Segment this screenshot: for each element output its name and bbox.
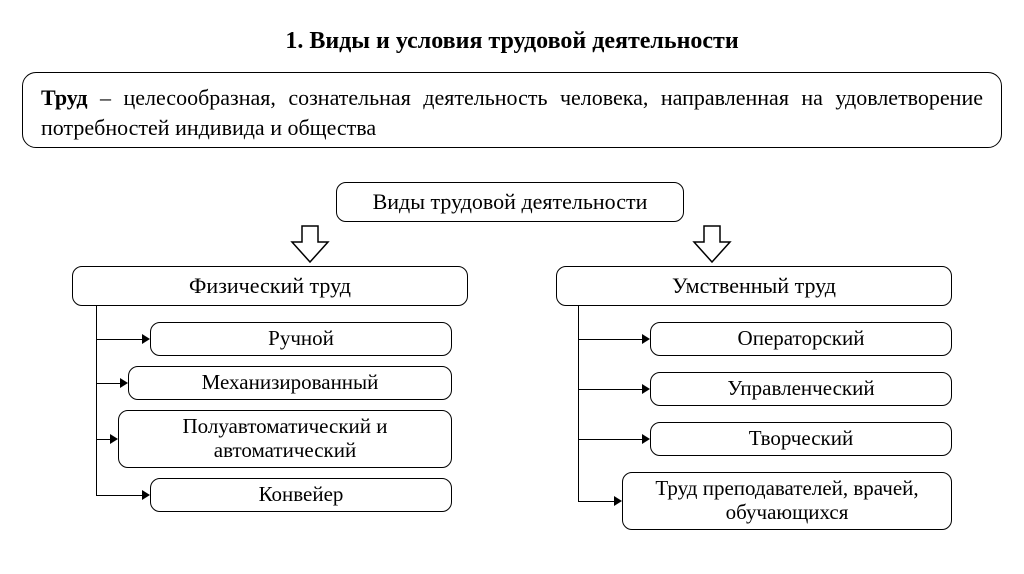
definition-box: Труд – целесообразная, сознательная деят… — [22, 72, 1002, 148]
branch-1-item-0: Операторский — [650, 322, 952, 356]
branch-0-item-2: Полуавтоматический и автоматический — [118, 410, 452, 468]
connector-horizontal — [578, 501, 616, 502]
branch-0: Физический труд — [72, 266, 468, 306]
block-arrow-icon — [290, 224, 330, 264]
arrow-head-icon — [642, 434, 650, 444]
definition-body: – целесообразная, сознательная деятельно… — [41, 85, 983, 140]
branch-1-item-3-label: Труд преподавателей, врачей, обучающихся — [629, 477, 945, 524]
arrow-head-icon — [120, 378, 128, 388]
connector-horizontal — [578, 339, 644, 340]
connector-vertical — [96, 306, 97, 496]
arrow-head-icon — [142, 334, 150, 344]
arrow-head-icon — [614, 496, 622, 506]
connector-horizontal — [578, 439, 644, 440]
branch-1-item-0-label: Операторский — [738, 327, 865, 351]
branch-1-label: Умственный труд — [672, 273, 836, 298]
branch-1: Умственный труд — [556, 266, 952, 306]
connector-horizontal — [578, 389, 644, 390]
root-node: Виды трудовой деятельности — [336, 182, 684, 222]
branch-1-item-2-label: Творческий — [749, 427, 853, 451]
branch-0-label: Физический труд — [189, 273, 351, 298]
branch-0-item-1-label: Механизированный — [202, 371, 379, 395]
branch-0-item-1: Механизированный — [128, 366, 452, 400]
block-arrow-icon — [692, 224, 732, 264]
arrow-head-icon — [110, 434, 118, 444]
branch-1-item-1: Управленческий — [650, 372, 952, 406]
connector-horizontal — [96, 495, 144, 496]
branch-1-item-3: Труд преподавателей, врачей, обучающихся — [622, 472, 952, 530]
connector-horizontal — [96, 383, 122, 384]
branch-0-item-2-label: Полуавтоматический и автоматический — [125, 415, 445, 462]
arrow-head-icon — [142, 490, 150, 500]
arrow-head-icon — [642, 334, 650, 344]
definition-term: Труд — [41, 85, 88, 110]
branch-0-item-3-label: Конвейер — [259, 483, 344, 507]
branch-0-item-3: Конвейер — [150, 478, 452, 512]
branch-1-item-2: Творческий — [650, 422, 952, 456]
branch-0-item-0-label: Ручной — [268, 327, 334, 351]
connector-horizontal — [96, 339, 144, 340]
page-title: 1. Виды и условия трудовой деятельности — [0, 28, 1024, 55]
branch-0-item-0: Ручной — [150, 322, 452, 356]
arrow-head-icon — [642, 384, 650, 394]
branch-1-item-1-label: Управленческий — [727, 377, 874, 401]
connector-vertical — [578, 306, 579, 502]
root-label: Виды трудовой деятельности — [373, 189, 648, 214]
